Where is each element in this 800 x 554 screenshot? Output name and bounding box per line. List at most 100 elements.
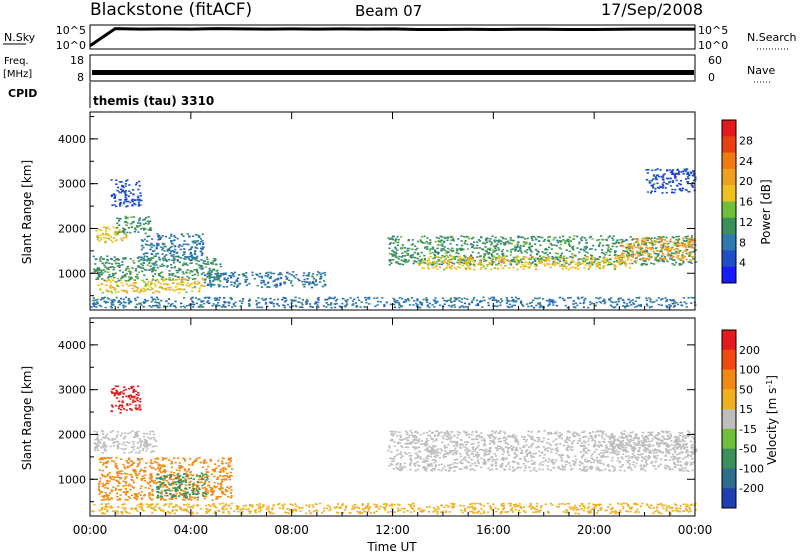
- scatter-point: [129, 460, 132, 462]
- scatter-point: [201, 243, 205, 246]
- scatter-point: [464, 240, 467, 242]
- scatter-point: [555, 256, 558, 258]
- scatter-point: [123, 191, 126, 193]
- scatter-point: [131, 267, 134, 269]
- scatter-point: [186, 470, 189, 473]
- scatter-point: [150, 462, 153, 465]
- scatter-point: [274, 278, 277, 281]
- scatter-point: [141, 440, 144, 442]
- scatter-point: [496, 305, 499, 308]
- scatter-point: [444, 249, 447, 252]
- scatter-point: [120, 277, 123, 279]
- scatter-point: [489, 240, 492, 243]
- scatter-point: [160, 299, 163, 302]
- scatter-point: [132, 462, 135, 464]
- scatter-point: [248, 512, 251, 514]
- scatter-point: [676, 168, 679, 171]
- scatter-point: [115, 281, 118, 284]
- scatter-point: [123, 290, 126, 292]
- scatter-point: [210, 270, 213, 272]
- scatter-point: [314, 280, 317, 283]
- scatter-point: [493, 250, 497, 252]
- scatter-point: [675, 248, 678, 250]
- scatter-point: [213, 475, 216, 478]
- scatter-point: [570, 261, 573, 263]
- scatter-point: [464, 256, 467, 258]
- scatter-point: [102, 436, 105, 439]
- scatter-point: [105, 445, 108, 448]
- scatter-point: [434, 249, 437, 251]
- scatter-point: [136, 407, 139, 410]
- scatter-point: [507, 241, 511, 244]
- scatter-point: [435, 301, 439, 303]
- scatter-point: [687, 177, 690, 180]
- scatter-point: [188, 463, 191, 466]
- scatter-point: [164, 494, 167, 497]
- scatter-point: [170, 245, 173, 248]
- scatter-point: [640, 246, 643, 249]
- date-label: 17/Sep/2008: [601, 0, 703, 19]
- scatter-point: [208, 277, 211, 280]
- scatter-point: [509, 239, 512, 241]
- scatter-point: [136, 277, 139, 280]
- scatter-point: [198, 243, 201, 245]
- scatter-point: [143, 445, 146, 448]
- scatter-point: [222, 491, 225, 493]
- scatter-point: [651, 184, 654, 186]
- scatter-point: [497, 508, 500, 510]
- scatter-point: [559, 256, 562, 258]
- scatter-point: [397, 238, 400, 241]
- scatter-point: [139, 398, 142, 400]
- scatter-point: [644, 237, 647, 240]
- scatter-point: [264, 298, 268, 300]
- scatter-point: [423, 259, 426, 261]
- scatter-point: [500, 260, 503, 263]
- scatter-point: [222, 470, 225, 473]
- scatter-point: [686, 176, 689, 178]
- scatter-point: [203, 462, 206, 465]
- scatter-point: [206, 261, 210, 263]
- scatter-point: [439, 239, 442, 242]
- scatter-point: [97, 488, 100, 490]
- scatter-point: [115, 389, 118, 392]
- scatter-point: [170, 241, 173, 243]
- scatter-point: [198, 290, 201, 293]
- scatter-point: [116, 222, 119, 225]
- scatter-point: [196, 270, 199, 273]
- scatter-point: [216, 304, 219, 306]
- scatter-point: [556, 252, 560, 255]
- scatter-point: [178, 292, 181, 294]
- scatter-point: [125, 205, 128, 208]
- scatter-point: [162, 276, 165, 278]
- scatter-point: [308, 510, 311, 512]
- scatter-point: [101, 291, 104, 294]
- scatter-point: [114, 511, 118, 513]
- scatter-point: [633, 242, 636, 245]
- y-tick-label: 3000: [58, 178, 86, 191]
- scatter-point: [156, 496, 159, 498]
- colorbar-tick-label: 20: [739, 175, 753, 188]
- scatter-point: [451, 304, 454, 307]
- scatter-point: [406, 260, 409, 263]
- scatter-point: [100, 271, 103, 273]
- scatter-point: [183, 240, 186, 242]
- scatter-point: [660, 239, 664, 241]
- scatter-point: [215, 496, 218, 498]
- scatter-point: [424, 247, 427, 249]
- scatter-point: [683, 243, 686, 245]
- scatter-point: [442, 268, 446, 271]
- scatter-point: [277, 503, 280, 506]
- scatter-point: [692, 247, 696, 249]
- scatter-point: [138, 406, 141, 408]
- scatter-point: [219, 488, 222, 491]
- scatter-point: [566, 306, 569, 309]
- scatter-point: [682, 170, 685, 173]
- scatter-point: [642, 241, 646, 244]
- scatter-point: [207, 300, 210, 302]
- scatter-point: [407, 299, 410, 301]
- scatter-point: [518, 511, 521, 514]
- scatter-point: [95, 270, 98, 272]
- scatter-point: [317, 297, 320, 299]
- scatter-point: [535, 268, 538, 270]
- scatter-point: [182, 496, 186, 499]
